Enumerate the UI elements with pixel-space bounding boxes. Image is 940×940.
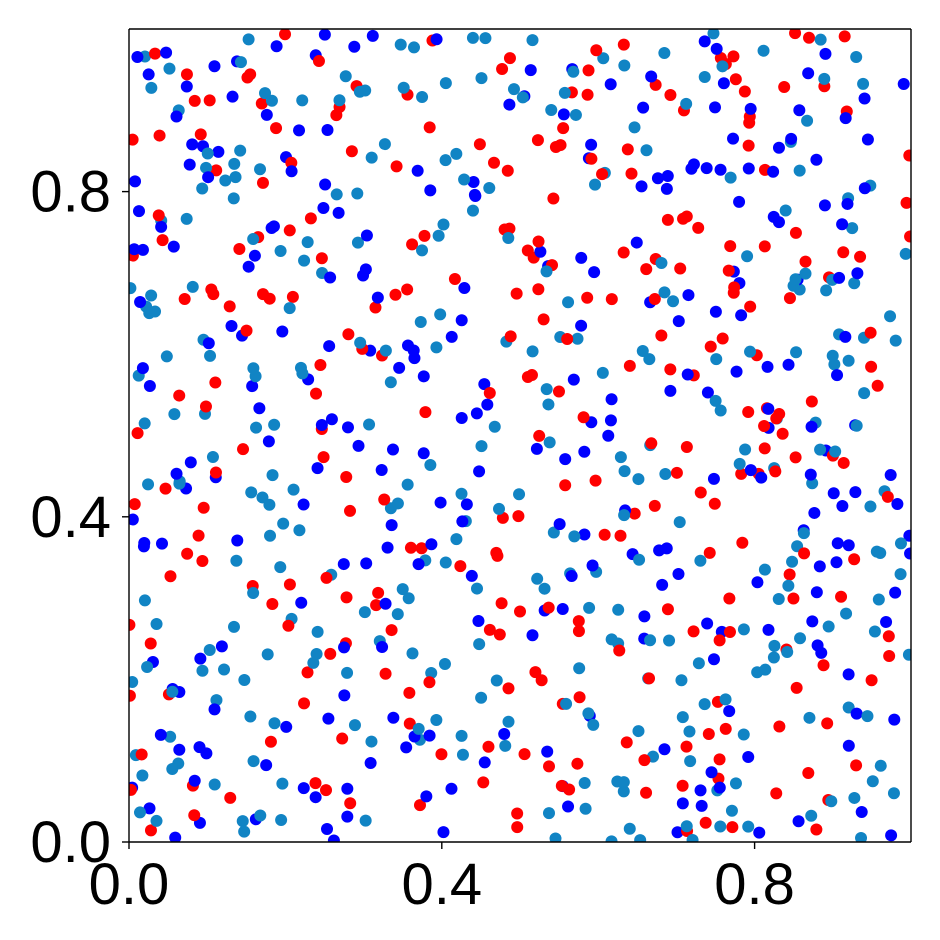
svg-text:0.8: 0.8 <box>714 852 795 917</box>
svg-text:0.0: 0.0 <box>30 810 111 875</box>
svg-text:0.4: 0.4 <box>401 852 482 917</box>
svg-text:0.4: 0.4 <box>30 485 111 550</box>
svg-text:0.8: 0.8 <box>30 160 111 225</box>
